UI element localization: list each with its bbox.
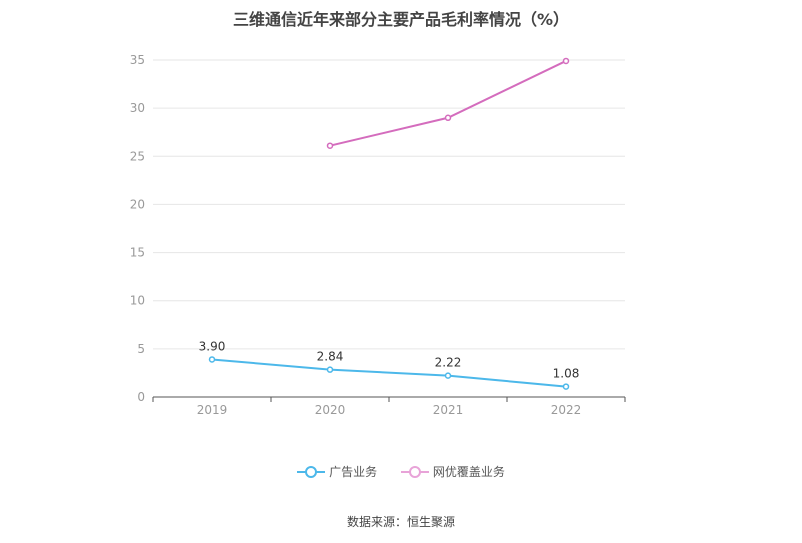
legend-label: 网优覆盖业务 (432, 465, 505, 479)
legend-item-ad-business[interactable]: 广告业务 (297, 463, 377, 480)
y-tick-label: 25 (130, 149, 145, 163)
data-point (562, 57, 570, 65)
data-point (208, 356, 216, 363)
data-label: 1.08 (553, 367, 580, 381)
data-label: 3.90 (199, 339, 226, 353)
x-tick-label: 2020 (315, 403, 346, 417)
data-point (444, 114, 452, 122)
y-tick-label: 35 (130, 53, 145, 67)
legend-item-network-optimization[interactable]: 网优覆盖业务 (400, 463, 505, 480)
data-label: 2.84 (317, 350, 344, 364)
data-point (326, 142, 334, 149)
y-tick-label: 5 (137, 342, 145, 356)
legend-label: 广告业务 (329, 465, 378, 479)
data-point (326, 366, 334, 373)
x-tick-label: 2022 (551, 403, 582, 417)
data-point (444, 372, 452, 379)
data-point (562, 383, 570, 390)
y-tick-label: 20 (130, 197, 145, 211)
x-tick-label: 2019 (197, 403, 228, 417)
legend-line-marker-icon (297, 465, 326, 479)
data-source-note: 数据来源：恒生聚源 (346, 515, 455, 529)
y-tick-label: 10 (130, 294, 145, 308)
y-tick-label: 0 (137, 390, 145, 404)
series-line (329, 60, 567, 147)
x-tick-label: 2021 (433, 403, 464, 417)
y-tick-label: 15 (130, 246, 145, 260)
chart-legend: 广告业务 网优覆盖业务 (0, 463, 802, 482)
chart-title: 三维通信近年来部分主要产品毛利率情况（%） (232, 10, 570, 29)
data-label: 2.22 (435, 356, 462, 370)
series-line (211, 358, 567, 388)
y-tick-label: 30 (130, 101, 145, 115)
legend-line-marker-icon (400, 465, 429, 479)
